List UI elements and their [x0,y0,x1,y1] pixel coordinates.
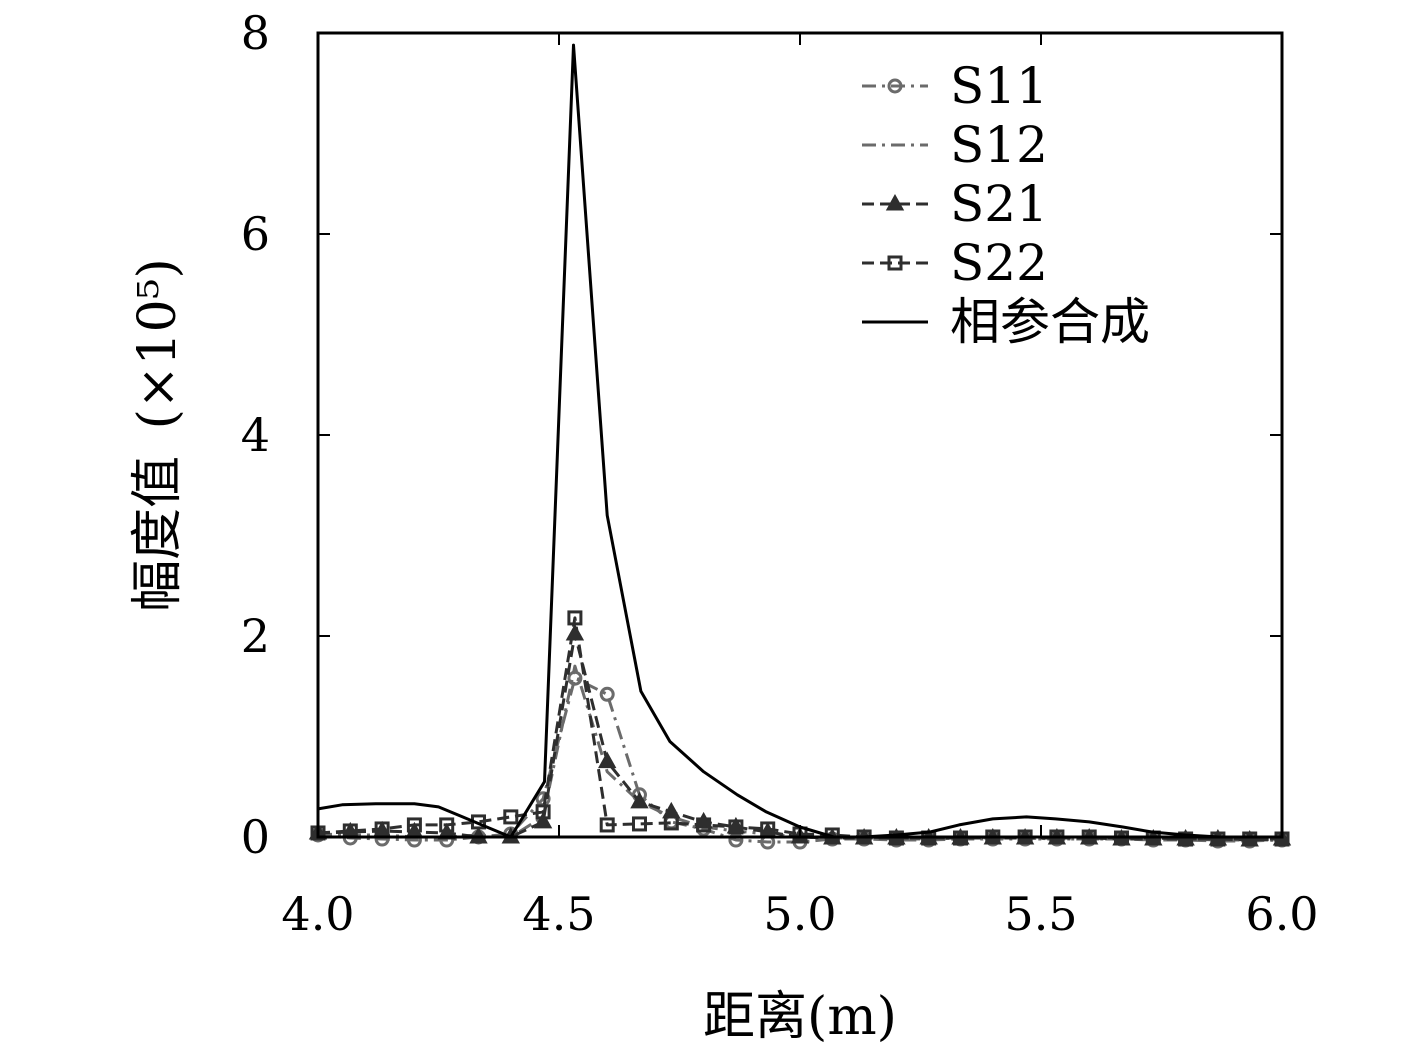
legend-item: 相参合成 [862,293,1150,351]
data-point [760,821,776,837]
legend-label: 相参合成 [950,293,1150,351]
y-axis-label: 幅度值 (×10⁵) [128,258,188,612]
legend-marker [887,78,903,94]
data-point [374,821,390,837]
data-point [631,816,647,832]
data-point [535,804,551,820]
ticks-layer [317,32,1283,838]
legend-label: S22 [950,234,1048,292]
x-axis-label: 距离(m) [703,987,897,1047]
data-point [599,686,615,702]
series-line [317,632,1283,842]
data-point [630,791,649,809]
data-point [1178,831,1194,847]
data-point [599,817,615,833]
series-5 [317,43,1282,839]
series-line [317,616,1282,841]
series-4 [310,610,1290,847]
y-tick-label: 6 [241,207,270,261]
legend-item: S21 [862,175,1048,233]
series-layer [308,43,1292,850]
legend-item: S22 [862,234,1048,292]
legend-item: S11 [862,57,1048,115]
series-line [317,664,1282,842]
series-1 [310,670,1290,850]
x-tick-label: 4.5 [522,887,595,941]
data-point [728,819,744,835]
data-point [663,815,679,831]
legend-label: S11 [950,57,1048,115]
data-point [1210,831,1226,847]
y-axis-label-text: 幅度值 [128,456,188,612]
series-2 [317,664,1282,842]
data-point [439,817,455,833]
x-tick-label: 6.0 [1245,887,1318,941]
y-tick-label: 0 [241,810,270,864]
y-tick-label: 4 [241,408,270,462]
y-tick-label: 2 [241,609,270,663]
legend-label: S12 [950,116,1048,174]
plot-frame [316,31,1284,839]
y-tick-label: 8 [241,6,270,60]
x-tick-label: 5.5 [1004,887,1077,941]
tick-labels: 4.0 4.5 5.0 5.5 6.0 0 2 4 6 8 [241,6,1319,941]
legend-item: S12 [862,116,1048,174]
data-point [696,817,712,833]
x-tick-label: 5.0 [763,887,836,941]
legend-marker [885,193,905,211]
data-point [565,623,585,641]
y-axis-label-multiplier: (×10⁵) [128,258,188,429]
series-line [317,43,1282,839]
data-point [1242,831,1258,847]
legend-marker [887,255,903,271]
x-tick-label: 4.0 [281,887,354,941]
data-point [406,817,422,833]
legend-label: S21 [950,175,1048,233]
data-point [533,811,553,829]
series-3 [308,623,1292,847]
data-point [503,809,519,825]
data-point [598,751,617,769]
data-point [567,610,583,626]
y-axis-label-group: 幅度值 (×10⁵) [128,258,188,612]
